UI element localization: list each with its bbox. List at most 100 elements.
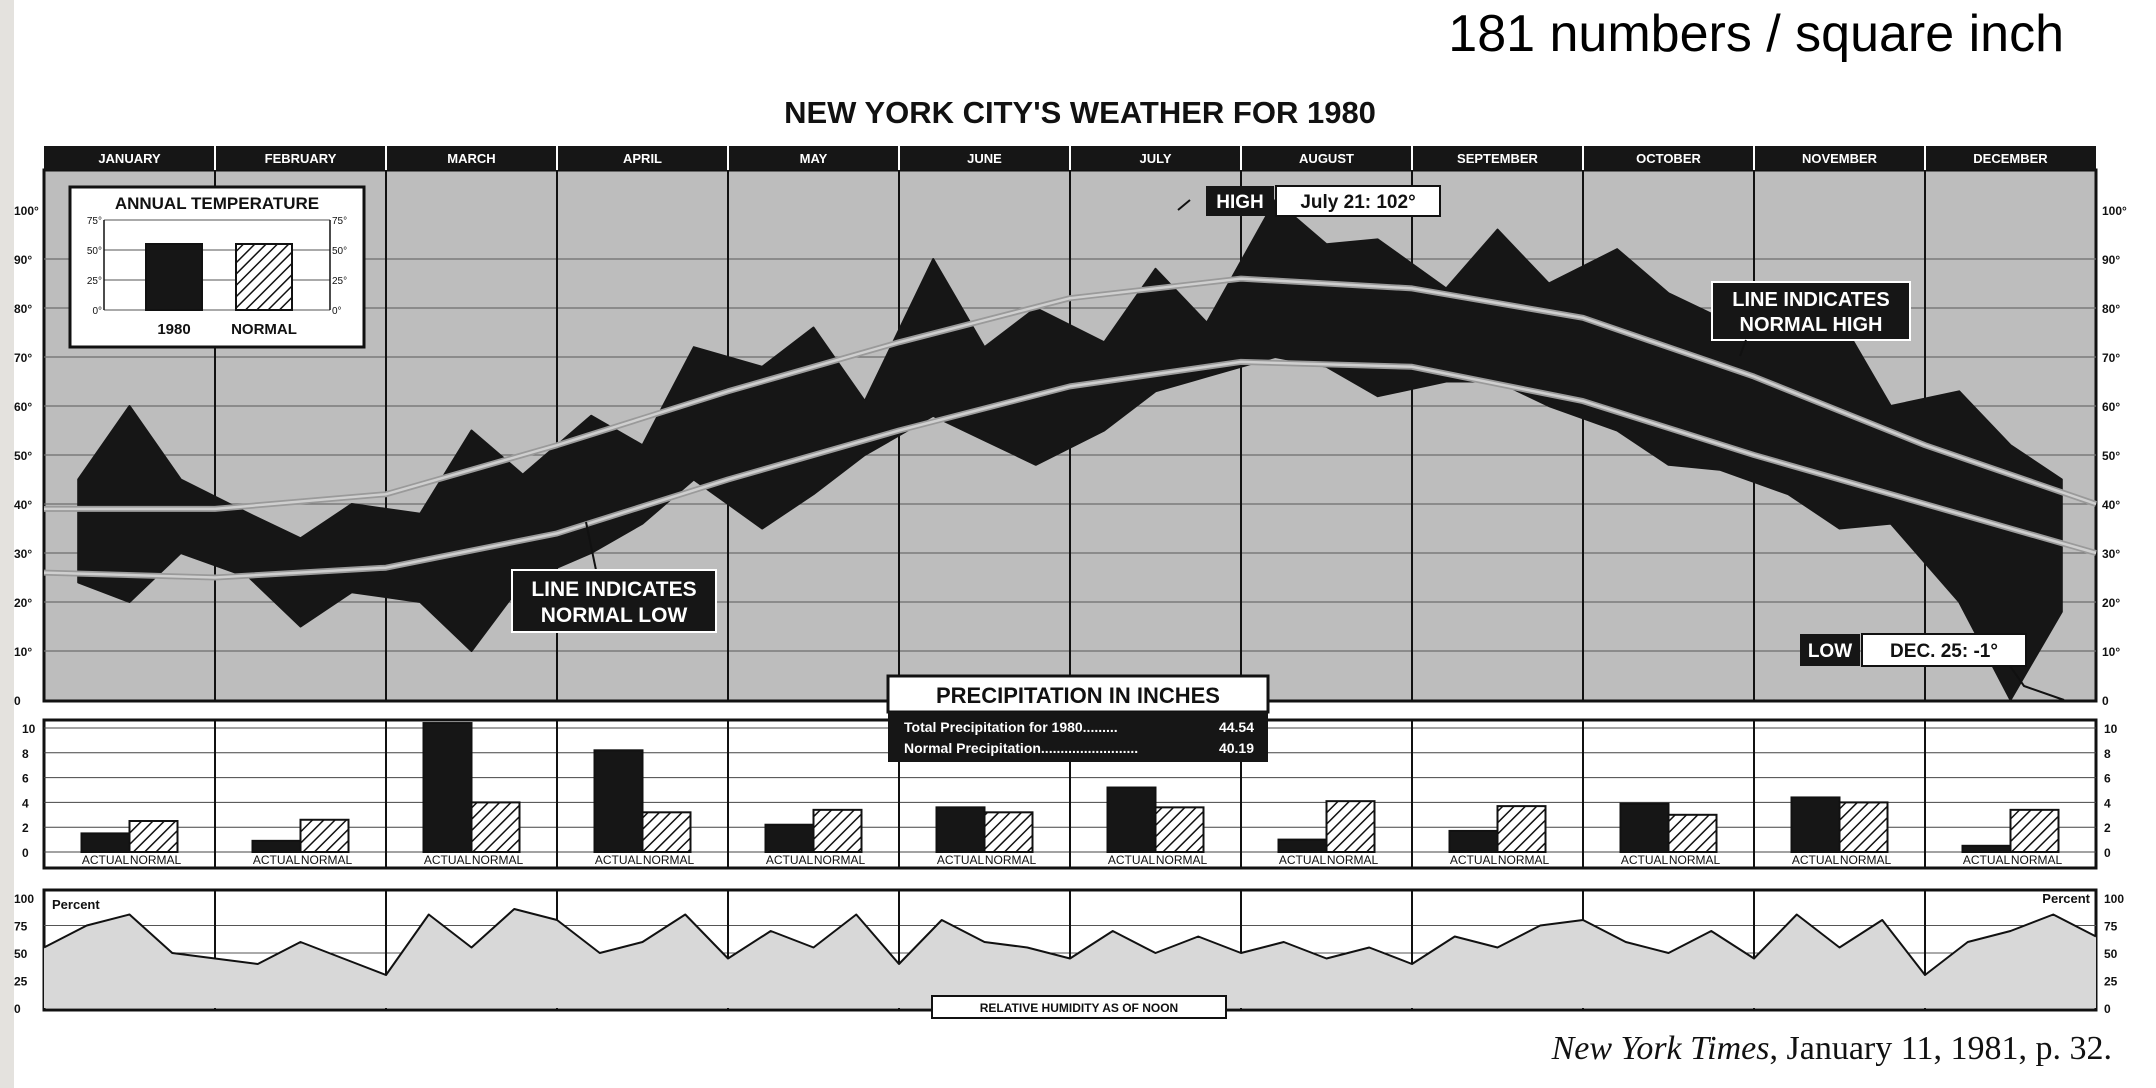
precip-label-normal: NORMAL	[1327, 853, 1379, 867]
temperature-tick-right: 80°	[2102, 302, 2120, 316]
precip-title-box	[886, 674, 1270, 714]
month-label: JUNE	[967, 151, 1002, 166]
precip-bar-actual	[1961, 844, 2012, 853]
precip-summary-dark	[888, 712, 1268, 762]
inset-tick-left: 25°	[87, 276, 102, 287]
month-label: AUGUST	[1299, 151, 1354, 166]
precipitation-panel: 10 108 86 64 42 20 0 ACTUAL NORMAL ACTUAL NORMAL A…	[22, 674, 2118, 870]
precip-bar-normal	[470, 801, 521, 854]
precip-label-normal: NORMAL	[985, 853, 1037, 867]
temperature-tick-left: 20°	[14, 596, 32, 610]
precipitation-tick-right: 4	[2104, 796, 2111, 810]
precip-label-normal: NORMAL	[2011, 853, 2063, 867]
inset-tick-left: 50°	[87, 246, 102, 257]
temperature-tick-left: 10°	[14, 645, 32, 659]
precip-label-normal: NORMAL	[472, 853, 524, 867]
month-label: FEBRUARY	[265, 151, 337, 166]
normal-low-box	[511, 569, 717, 633]
temperature-tick-right: 90°	[2102, 253, 2120, 267]
daily-temperature-band-shape	[77, 199, 2063, 701]
normal-low-annotation: LINE INDICATES NORMAL LOW	[511, 521, 717, 633]
temperature-tick-right: 10°	[2102, 645, 2120, 659]
precip-label-normal: NORMAL	[814, 853, 866, 867]
precip-label-normal: NORMAL	[301, 853, 353, 867]
normal-temperature-lines	[43, 275, 2097, 581]
precip-bar-normal	[812, 808, 863, 854]
humidity-tick-left: 50	[14, 947, 28, 961]
precip-label-actual: ACTUAL	[1450, 853, 1498, 867]
high-value-box	[1275, 185, 1441, 217]
month-label: MAY	[800, 151, 828, 166]
temperature-tick-right: 100°	[2102, 204, 2127, 218]
normal-precip-label: Normal Precipitation....................…	[904, 740, 1138, 756]
inset-tick-right: 0°	[332, 306, 342, 317]
temperature-tick-right: 50°	[2102, 449, 2120, 463]
month-label: MARCH	[447, 151, 495, 166]
precip-bar-actual	[1448, 829, 1499, 853]
low-label: LOW	[1808, 641, 1852, 662]
humidity-area	[43, 908, 2097, 1008]
precip-bar-actual	[593, 749, 644, 854]
normal-low-line	[43, 360, 2097, 579]
temperature-tick-left: 60°	[14, 400, 32, 414]
precipitation-tick-right: 6	[2104, 772, 2111, 786]
temperature-tick-left: 50°	[14, 449, 32, 463]
precip-bar-normal	[1496, 805, 1547, 853]
precipitation-category-labels: ACTUAL NORMAL ACTUAL NORMAL ACTUAL NORMAL ACTU…	[82, 853, 2063, 867]
precip-label-normal: NORMAL	[1840, 853, 1892, 867]
high-pointer	[1177, 199, 1191, 211]
precip-bar-actual	[1790, 796, 1841, 854]
temperature-tick-right: 40°	[2102, 498, 2120, 512]
inset-bar-1980	[145, 243, 203, 311]
precip-bar-actual	[422, 722, 473, 853]
precip-bar-normal	[1325, 800, 1376, 853]
precipitation-tick-right: 8	[2104, 747, 2111, 761]
precip-bar-normal	[983, 811, 1034, 854]
precipitation-tick-right: 2	[2104, 821, 2111, 835]
temperature-tick-right: 60°	[2102, 400, 2120, 414]
precipitation-tick-right: 10	[2104, 722, 2118, 736]
temperature-tick-right: 0	[2102, 694, 2109, 708]
precip-label-normal: NORMAL	[1156, 853, 1208, 867]
normal-precip-value: 40.19	[1219, 740, 1254, 756]
humidity-tick-labels: 100 100 75 75 50 50 25 25 0 0	[14, 892, 2124, 1016]
daily-temperature-band	[77, 199, 2063, 701]
precip-bar-normal	[2009, 808, 2060, 854]
month-label: SEPTEMBER	[1457, 151, 1539, 166]
precipitation-tick-right: 0	[2104, 846, 2111, 860]
temperature-tick-left: 0	[14, 694, 21, 708]
temperature-tick-left: 80°	[14, 302, 32, 316]
temperature-tick-right: 20°	[2102, 596, 2120, 610]
normal-high-pointer	[1739, 339, 1747, 357]
total-precip-label: Total Precipitation for 1980.........	[904, 719, 1118, 735]
precip-bar-actual	[935, 806, 986, 853]
precip-label-actual: ACTUAL	[424, 853, 472, 867]
temperature-tick-left: 90°	[14, 253, 32, 267]
month-label: DECEMBER	[1973, 151, 2048, 166]
temperature-tick-right: 70°	[2102, 351, 2120, 365]
month-label: APRIL	[623, 151, 662, 166]
humidity-title: RELATIVE HUMIDITY AS OF NOON	[980, 1001, 1178, 1015]
normal-low-pointer	[585, 521, 597, 571]
precip-label-normal: NORMAL	[1669, 853, 1721, 867]
precipitation-tick-labels: 10 10 8 8 6 6 4 4 2 2 0 0	[22, 722, 2118, 860]
inset-tick-right: 75°	[332, 216, 347, 227]
temperature-tick-labels: 100° 90° 80° 70° 60° 50° 40° 30° 20° 10° 0 100° 90° 8…	[14, 204, 2127, 708]
total-precip-value: 44.54	[1219, 719, 1254, 735]
precip-bar-actual	[764, 823, 815, 853]
precip-bar-normal	[1838, 801, 1889, 854]
citation-source: New York Times	[1551, 1030, 1770, 1067]
precip-bar-normal	[641, 811, 692, 854]
inset-category-label: NORMAL	[231, 321, 297, 338]
precipitation-tick-left: 4	[22, 796, 29, 810]
temperature-tick-left: 30°	[14, 547, 32, 561]
high-label-box	[1206, 186, 1274, 216]
humidity-unit-left: Percent	[52, 897, 100, 912]
high-value: July 21: 102°	[1300, 192, 1415, 213]
precip-label-actual: ACTUAL	[82, 853, 130, 867]
temperature-tick-left: 70°	[14, 351, 32, 365]
inset-tick-left: 75°	[87, 216, 102, 227]
inset-tick-right: 50°	[332, 246, 347, 257]
high-annotation: HIGH July 21: 102°	[1177, 185, 1441, 217]
low-value: DEC. 25: -1°	[1890, 641, 1998, 662]
